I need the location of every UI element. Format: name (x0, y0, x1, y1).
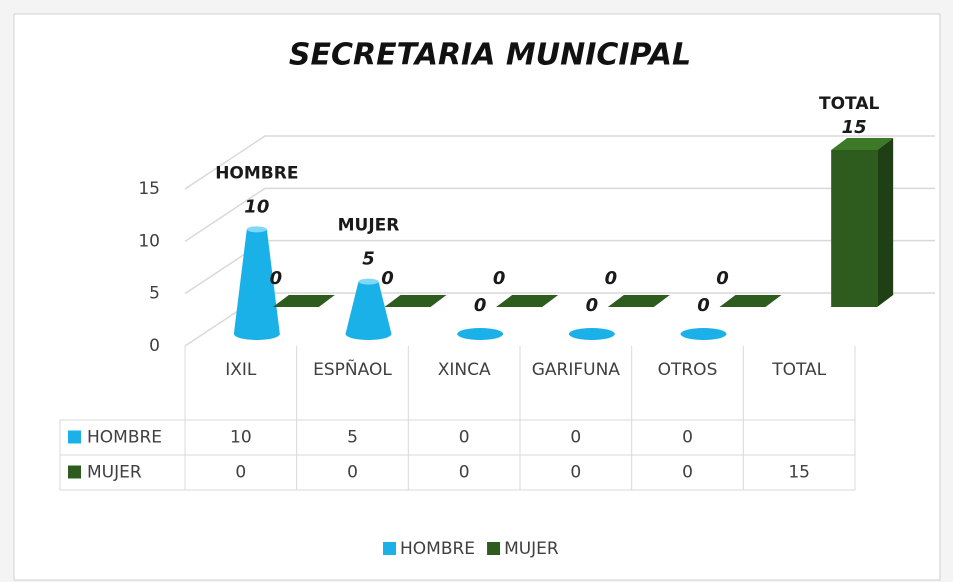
x-tick-label: GARIFUNA (531, 360, 620, 380)
table-cell: 0 (459, 428, 470, 448)
table-cell: 10 (230, 428, 252, 448)
x-tick-label: XINCA (437, 360, 491, 380)
legend-label: MUJER (504, 539, 559, 559)
value-label: 0 (493, 268, 506, 289)
value-label: 0 (474, 295, 487, 316)
x-tick-label-box: IXIL (225, 360, 257, 380)
grid-line (184, 187, 935, 242)
legend-swatch (68, 430, 81, 444)
bar (233, 229, 280, 340)
bar-top (358, 278, 379, 285)
table-cell: 0 (459, 463, 470, 483)
value-label: 0 (270, 268, 283, 289)
x-tick-label: ESPÑAOL (313, 360, 392, 380)
bar (831, 150, 878, 307)
value-label: 0 (605, 268, 618, 289)
chart-title: SECRETARIA MUNICIPAL (289, 38, 691, 73)
bar-side (877, 138, 894, 307)
bar (384, 295, 447, 307)
table-row-label: MUJER (87, 463, 142, 483)
x-tick-label-box: OTROS (657, 360, 718, 380)
x-tick-label: IXIL (225, 360, 257, 380)
bar (680, 328, 727, 340)
y-tick-label: 10 (138, 231, 160, 251)
y-tick-label: 0 (149, 336, 160, 356)
table-cell: 5 (347, 428, 358, 448)
x-tick-label-box: GARIFUNA (531, 360, 620, 380)
x-tick-label-box: XINCA (437, 360, 491, 380)
annotation: TOTAL (819, 94, 879, 114)
y-tick-label: 5 (149, 284, 160, 304)
bar (272, 295, 335, 307)
annotation: MUJER (338, 216, 400, 236)
x-tick-label-box: TOTAL (772, 360, 827, 380)
table-cell: 0 (570, 463, 581, 483)
value-label: 0 (697, 295, 710, 316)
legend-swatch (383, 542, 396, 555)
x-tick-label: OTROS (657, 360, 718, 380)
table-cell: 15 (788, 463, 810, 483)
x-tick-label-box: ESPÑAOL (313, 360, 392, 380)
bar (345, 281, 392, 340)
y-tick-label: 15 (138, 179, 160, 199)
x-tick-label: TOTAL (772, 360, 827, 380)
bar (568, 328, 615, 340)
table-cell: 0 (570, 428, 581, 448)
annotation: HOMBRE (215, 163, 298, 183)
value-label: 0 (716, 268, 729, 289)
value-label: 0 (381, 268, 394, 289)
value-label: 0 (586, 295, 599, 316)
chart-area (13, 13, 941, 581)
bar-top (831, 138, 894, 150)
table-cell: 0 (235, 463, 246, 483)
value-label: 15 (842, 117, 867, 138)
table-cell: 0 (682, 463, 693, 483)
value-label: 5 (362, 249, 375, 270)
bar (496, 295, 559, 307)
bar-top (246, 226, 267, 233)
legend-swatch (487, 542, 501, 555)
table-row-label: HOMBRE (87, 428, 162, 448)
legend-label: HOMBRE (400, 539, 475, 559)
bar (719, 295, 782, 307)
legend-swatch (68, 465, 81, 479)
table-cell: 0 (682, 428, 693, 448)
grid-line (184, 135, 935, 190)
value-label: 10 (244, 196, 269, 217)
bar (457, 328, 504, 340)
table-cell: 0 (347, 463, 358, 483)
bar (607, 295, 670, 307)
